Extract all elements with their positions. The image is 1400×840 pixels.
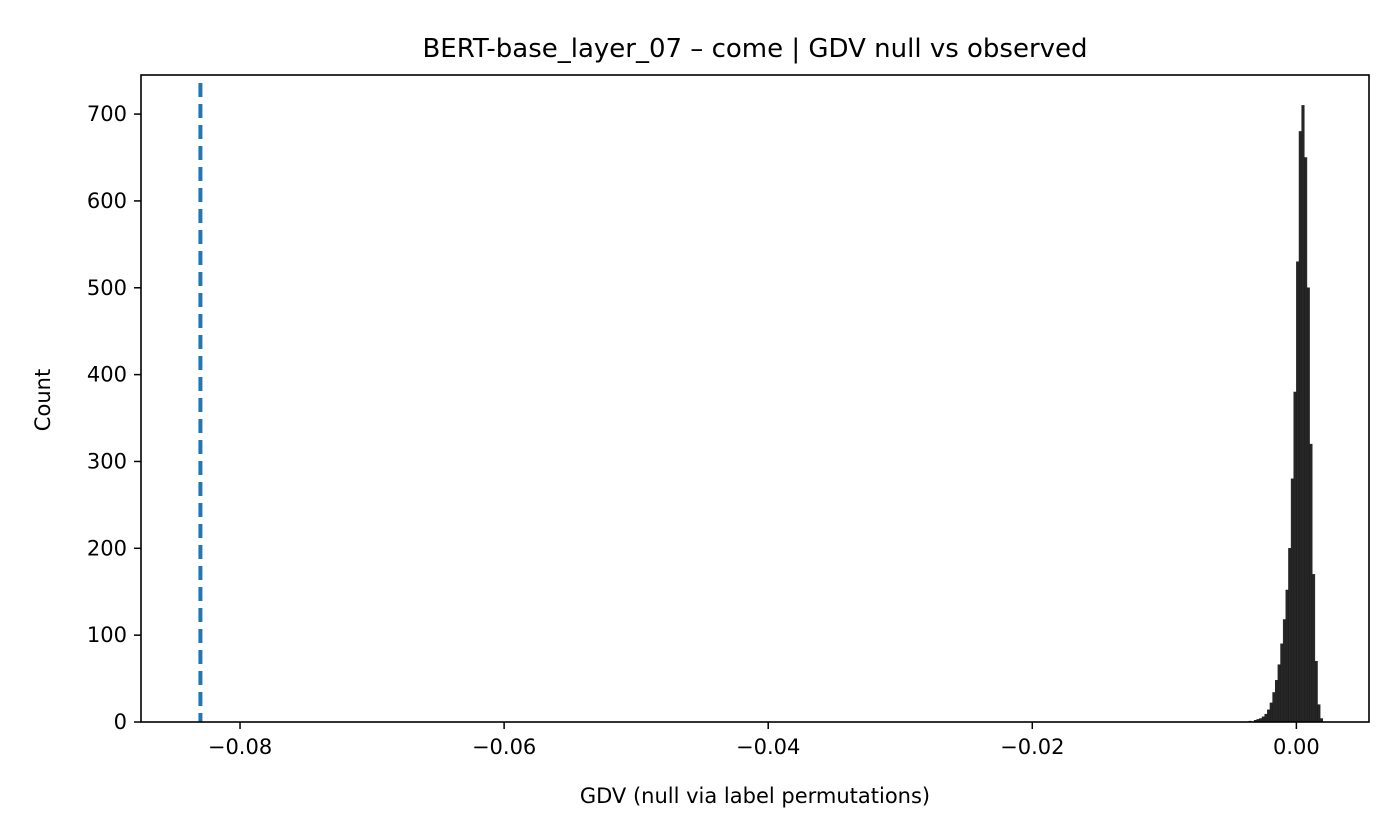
histogram-bars (1248, 105, 1324, 723)
histogram-bar-14 (1288, 548, 1292, 723)
y-tick-label-3: 300 (87, 449, 127, 473)
y-tick-label-6: 600 (87, 189, 127, 213)
y-tick-label-4: 400 (87, 363, 127, 387)
plot-frame (140, 74, 1370, 723)
histogram-bar-6 (1267, 709, 1271, 723)
histogram-bar-10 (1277, 664, 1281, 723)
y-tick-label-0: 0 (114, 710, 127, 734)
histogram-bar-5 (1264, 713, 1268, 723)
y-tick-label-2: 200 (87, 536, 127, 560)
x-axis-ticks: −0.08 −0.06 −0.04 −0.02 0.00 (208, 722, 1320, 759)
x-tick-label-4: 0.00 (1273, 735, 1320, 759)
x-axis-title: GDV (null via label permutations) (580, 784, 930, 808)
histogram-bar-25 (1317, 704, 1321, 723)
histogram-bar-13 (1285, 589, 1289, 723)
x-tick-label-3: −0.02 (1000, 735, 1064, 759)
histogram-bar-7 (1269, 702, 1273, 723)
histogram-bar-11 (1280, 643, 1284, 723)
histogram-bar-21 (1306, 287, 1310, 723)
histogram-bar-18 (1298, 131, 1302, 723)
histogram-bar-8 (1272, 692, 1276, 723)
chart-title: BERT-base_layer_07 – come | GDV null vs … (422, 34, 1087, 64)
histogram-bar-22 (1309, 443, 1313, 723)
y-axis-ticks: 0 100 200 300 400 500 600 700 (87, 102, 141, 734)
x-tick-label-1: −0.06 (472, 735, 536, 759)
x-tick-label-0: −0.08 (208, 735, 272, 759)
histogram-bar-9 (1274, 680, 1279, 723)
histogram-bar-20 (1304, 157, 1308, 723)
histogram-bar-17 (1296, 261, 1300, 723)
histogram-bar-19 (1301, 105, 1305, 723)
histogram-bar-16 (1293, 391, 1297, 723)
y-tick-label-5: 500 (87, 276, 127, 300)
histogram-bar-15 (1290, 478, 1294, 723)
histogram-bar-24 (1314, 660, 1318, 723)
y-tick-label-1: 100 (87, 623, 127, 647)
histogram-bar-23 (1311, 574, 1316, 723)
x-tick-label-2: −0.04 (736, 735, 800, 759)
y-axis-title: Count (31, 369, 55, 431)
y-tick-label-7: 700 (87, 102, 127, 126)
histogram-bar-12 (1282, 619, 1287, 723)
